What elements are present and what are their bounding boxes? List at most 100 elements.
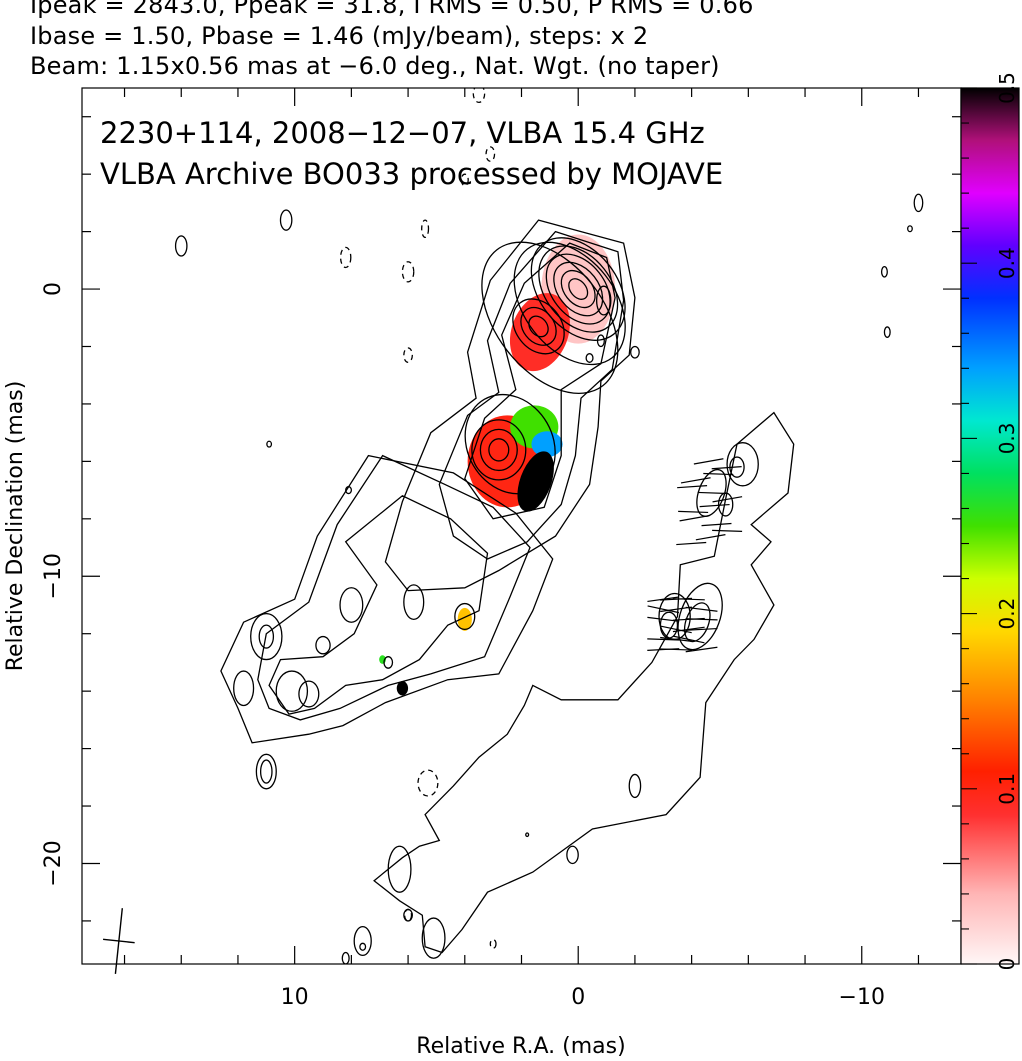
contour-line (403, 584, 425, 620)
contour-line (417, 769, 439, 797)
evpa-vector (660, 625, 692, 634)
contour-line (485, 146, 496, 162)
evpa-vector (647, 616, 680, 622)
contour-line (595, 285, 612, 316)
y-tick-label: −10 (41, 553, 66, 599)
header-line-3: Beam: 1.15x0.56 mas at −6.0 deg., Nat. W… (30, 52, 720, 80)
contour-line (233, 670, 255, 707)
colorbar-ticks (961, 87, 977, 965)
contour-line (880, 265, 888, 278)
evpa-vector (685, 627, 718, 631)
evpa-vector (673, 635, 705, 644)
contour-line (726, 442, 759, 487)
evpa-vector (699, 503, 730, 508)
evpa-vector (680, 477, 711, 484)
colorbar-tick-label: 0.5 (995, 72, 1019, 104)
colorbar-tick-label: 0.1 (995, 773, 1019, 805)
contour-line (266, 440, 273, 448)
evpa-vector (712, 529, 743, 533)
contour-line (341, 951, 350, 964)
chart-title-line-1: 2230+114, 2008−12−07, VLBA 15.4 GHz (100, 116, 705, 150)
contour-line (525, 832, 530, 838)
contour-line (512, 298, 565, 355)
contour-line (481, 241, 619, 394)
polarization-patch (517, 451, 554, 512)
contour-line (383, 656, 394, 669)
evpa-vector (676, 541, 707, 546)
evpa-vector (647, 638, 680, 641)
evpa-vector (685, 646, 718, 653)
evpa-vector (672, 598, 705, 601)
contour-line (359, 942, 367, 951)
contour-line (421, 917, 446, 959)
contour-line (421, 219, 430, 239)
colorbar-tick-labels: 0 0.1 0.2 0.3 0.4 0.5 (995, 72, 1019, 970)
beam-minor-axis (102, 938, 135, 944)
contour-line (464, 242, 616, 520)
contour-line (513, 241, 626, 366)
contour-layer (174, 88, 924, 964)
evpa-vector (672, 626, 705, 633)
evpa-vector (701, 522, 732, 527)
evpa-vector (703, 472, 734, 476)
evpa-vector (695, 534, 726, 541)
contour-line (488, 438, 510, 462)
contour-line (489, 938, 497, 949)
contour-line (174, 235, 188, 257)
contour-line (275, 670, 309, 712)
contour-line (460, 173, 469, 187)
plot-frame (81, 87, 962, 965)
evpa-vector (677, 485, 708, 489)
contour-line (387, 845, 412, 893)
contour-line (545, 253, 611, 325)
contour-line (630, 345, 640, 359)
contour-line (696, 468, 727, 517)
contour-line (659, 611, 679, 639)
evpa-vector (711, 466, 742, 470)
x-tick-label: 0 (571, 985, 585, 1010)
evpa-vector (685, 606, 718, 612)
contour-line (258, 624, 275, 649)
evpa-vector (660, 636, 692, 642)
evpa-vector (660, 648, 693, 651)
contour-line (353, 926, 372, 957)
contour-line (345, 486, 353, 495)
contour-line (339, 246, 352, 269)
contour-line (373, 411, 795, 954)
x-axis-label: Relative R.A. (mas) (416, 1034, 625, 1059)
evpa-vector (647, 596, 680, 603)
contour-line (568, 278, 589, 300)
contour-line (883, 326, 891, 338)
evpa-vector (697, 491, 728, 495)
contour-line (553, 261, 604, 317)
evpa-vector (685, 618, 718, 621)
colorbar-frame (960, 87, 1020, 965)
contour-line (315, 635, 331, 655)
evpa-vector (678, 510, 709, 514)
evpa-vector (693, 458, 724, 465)
axis-ticks (82, 88, 961, 964)
contour-line (538, 245, 619, 333)
contour-line (404, 908, 413, 922)
contour-line (472, 88, 486, 104)
contour-line (403, 347, 413, 363)
colorbar-tick-label: 0 (995, 958, 1019, 971)
contour-line (438, 230, 625, 560)
polarization-patch (396, 681, 409, 696)
chart-title-line-2: VLBA Archive BO033 processed by MOJAVE (100, 157, 723, 191)
y-tick-label: 0 (41, 282, 66, 296)
y-axis-label: Relative Declination (mas) (3, 381, 28, 672)
contour-line (454, 602, 476, 631)
contour-line (566, 845, 579, 865)
polarization-patch (457, 607, 472, 631)
contour-line (257, 454, 531, 721)
header-line-2: Ibase = 1.50, Pbase = 1.46 (mJy/beam), s… (30, 22, 649, 50)
x-tick-label: −10 (839, 985, 885, 1010)
contour-line (913, 193, 924, 213)
evpa-vector (712, 496, 743, 503)
evpa-vector (660, 606, 692, 613)
contour-line (471, 419, 527, 481)
evpa-vectors (647, 458, 743, 653)
contour-line (384, 219, 636, 592)
